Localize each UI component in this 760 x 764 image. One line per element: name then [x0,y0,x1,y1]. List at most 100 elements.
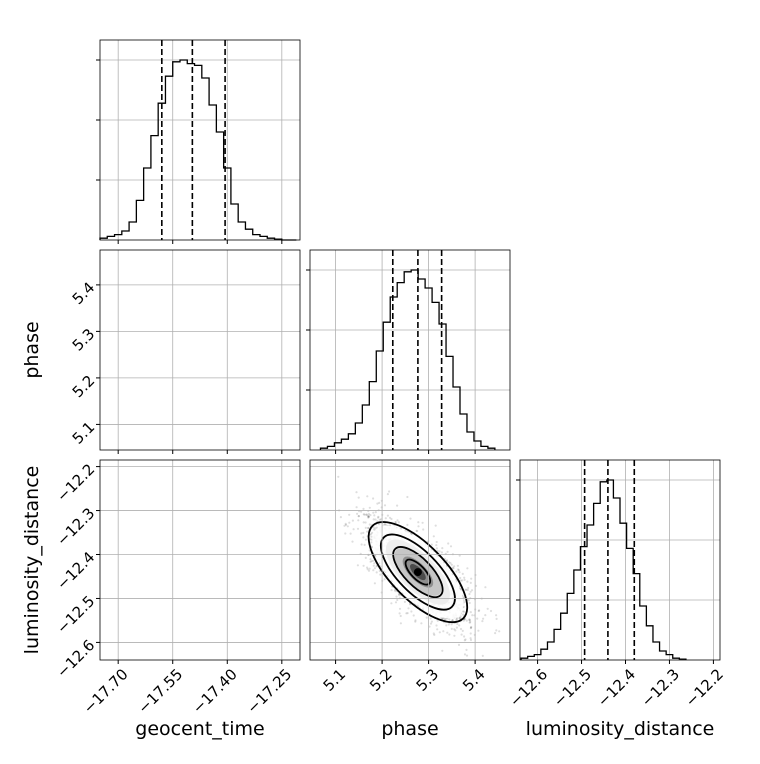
sample-point [207,345,209,347]
sample-point [190,353,192,355]
sample-point [187,592,189,594]
density-fill [121,281,264,404]
sample-point [144,599,146,601]
sample-point [170,302,172,304]
sample-point [141,320,143,322]
sample-point [181,592,183,594]
sample-point [212,374,214,376]
sample-point [181,332,183,334]
sample-point [254,503,256,505]
sample-point [176,346,178,348]
sample-point [222,528,224,530]
sample-point [202,566,204,568]
sample-point [187,346,189,348]
sample-point [181,313,183,315]
sample-point [198,563,200,565]
sample-point [208,557,210,559]
sample-point [159,313,161,315]
sample-point [181,341,183,343]
sample-point [122,300,124,302]
sample-point [203,329,205,331]
sample-point [243,541,245,543]
sample-point [184,585,186,587]
sample-point [216,352,218,354]
sample-point [146,608,148,610]
sample-point [235,328,237,330]
sample-point [167,340,169,342]
sample-point [217,365,219,367]
sample-point [166,594,168,596]
sample-point [165,312,167,314]
sample-point [230,382,232,384]
sample-point [223,560,225,562]
sample-point [244,532,246,534]
sample-point [183,338,185,340]
sample-point [229,373,231,375]
sample-point [187,570,189,572]
sample-point [168,571,170,573]
sample-point [179,332,181,334]
sample-point [193,599,195,601]
sample-point [218,542,220,544]
sample-point [177,339,179,341]
sample-point [195,560,197,562]
sample-point [175,579,177,581]
sample-point [169,328,171,330]
sample-point [206,549,208,551]
sample-point [222,340,224,342]
sample-point [199,327,201,329]
sample-point [200,384,202,386]
sample-point [120,601,122,603]
sample-point [211,567,213,569]
sample-point [146,584,148,586]
sample-point [202,561,204,563]
sample-point [211,546,213,548]
sample-point [205,355,207,357]
sample-point [272,389,274,391]
sample-point [220,567,222,569]
sample-point [195,338,197,340]
sample-point [214,534,216,536]
sample-point [239,542,241,544]
sample-point [236,364,238,366]
sample-point [193,346,195,348]
sample-point [182,584,184,586]
sample-point [127,277,129,279]
sample-point [186,340,188,342]
sample-point [179,583,181,585]
sample-point [189,601,191,603]
sample-point [198,357,200,359]
sample-point [152,607,154,609]
sample-point [213,364,215,366]
sample-point [134,571,136,573]
sample-point [202,602,204,604]
sample-point [177,308,179,310]
sample-point [162,309,164,311]
sample-point [189,334,191,336]
sample-point [140,292,142,294]
sample-point [148,327,150,329]
sample-point [203,347,205,349]
sample-point [180,314,182,316]
sample-point [176,572,178,574]
sample-point [211,354,213,356]
sample-point [142,288,144,290]
sample-point [150,308,152,310]
sample-point [187,570,189,572]
sample-point [199,320,201,322]
sample-point [233,530,235,532]
sample-point [177,329,179,331]
sample-point [152,334,154,336]
sample-point [175,586,177,588]
sample-point [139,318,141,320]
sample-point [198,573,200,575]
sample-point [241,513,243,515]
sample-point [237,544,239,546]
sample-point [181,582,183,584]
sample-point [217,357,219,359]
sample-point [178,315,180,317]
sample-point [145,610,147,612]
sample-point [190,358,192,360]
sample-point [249,351,251,353]
sample-point [195,342,197,344]
